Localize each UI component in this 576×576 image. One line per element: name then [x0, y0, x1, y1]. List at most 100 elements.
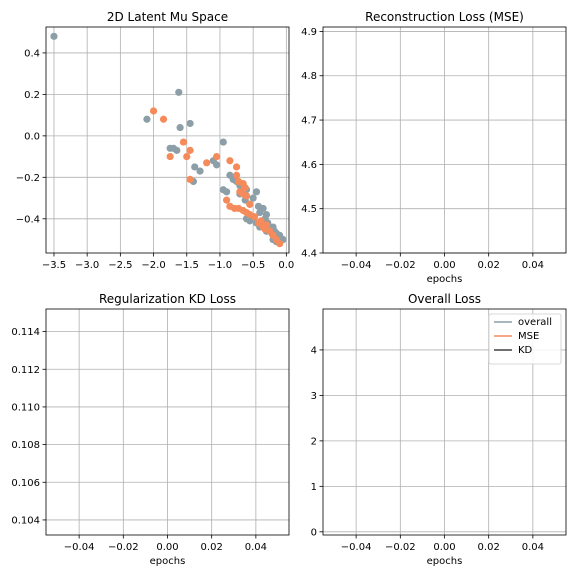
overall-loss-ticks: −0.04 −0.02 0.00 0.02 0.04 0 1 2 3 4 [311, 345, 544, 553]
overall-loss-legend-label: MSE [518, 331, 539, 342]
latent-scatter-point [232, 163, 241, 171]
overall-loss-ytick-label: 2 [311, 436, 317, 447]
latent-scatter-xtick-label: 0.0 [278, 260, 294, 271]
overall-loss-legend: overall MSE KD [488, 313, 562, 365]
latent-scatter-point [226, 157, 234, 165]
latent-scatter-point [222, 196, 231, 204]
latent-scatter-point [241, 184, 249, 192]
latent-scatter-point [257, 217, 265, 225]
reconstruction-loss-ytick-label: 4.7 [301, 116, 317, 127]
latent-scatter-ytick-label: 0.2 [24, 90, 40, 101]
latent-scatter-point [252, 188, 261, 196]
latent-scatter-point [246, 200, 254, 208]
latent-scatter-ytick-label: −0.2 [16, 173, 40, 184]
latent-scatter-point [222, 188, 231, 196]
kd-loss-xtick-label: 0.04 [245, 542, 267, 553]
reconstruction-loss-ticks: −0.04 −0.02 0.00 0.02 0.04 4.4 4.5 4.6 4.7 4.8 4.9 [301, 27, 544, 271]
latent-scatter-point [232, 171, 241, 179]
latent-scatter-point [256, 208, 264, 217]
latent-scatter-point [166, 152, 174, 161]
reconstruction-loss-ytick-label: 4.6 [301, 160, 317, 171]
overall-loss-legend-label: overall [518, 317, 552, 328]
latent-scatter-ytick-label: 0.4 [24, 48, 40, 59]
latent-scatter-point [276, 240, 284, 248]
kd-loss-xtick-label: −0.04 [64, 542, 95, 553]
latent-scatter-point [175, 88, 183, 96]
latent-scatter-point [173, 146, 181, 154]
latent-scatter-ytick-label: −0.4 [16, 214, 40, 225]
latent-scatter-point [213, 161, 221, 169]
overall-loss-legend-box [488, 313, 562, 365]
latent-scatter-point [166, 144, 174, 152]
latent-scatter-point [213, 152, 221, 161]
kd-loss-ytick-label: 0.108 [11, 440, 40, 451]
reconstruction-loss-xlabel: epochs [427, 274, 463, 285]
overall-loss-ytick-label: 1 [311, 482, 317, 493]
latent-scatter-xtick-label: −1.5 [175, 260, 199, 271]
reconstruction-loss-title: Reconstruction Loss (MSE) [365, 10, 524, 24]
latent-scatter-point [249, 194, 257, 202]
kd-loss-title: Regularization KD Loss [99, 292, 236, 306]
overall-loss-xlabel: epochs [427, 556, 463, 567]
latent-scatter-point [262, 221, 271, 229]
latent-scatter-point [176, 123, 184, 132]
kd-loss-xlabel: epochs [150, 556, 186, 567]
overall-loss-panel: −0.04 −0.02 0.00 0.02 0.04 0 1 2 3 4 Overall Loss… [311, 292, 567, 567]
latent-scatter-xtick-label: −2.5 [108, 260, 132, 271]
latent-scatter-point [191, 163, 199, 171]
latent-scatter-xtick-label: −0.5 [241, 260, 265, 271]
latent-scatter-points [50, 32, 287, 248]
reconstruction-loss-ytick-label: 4.8 [301, 71, 317, 82]
overall-loss-ytick-label: 4 [311, 345, 317, 356]
latent-scatter-point [246, 217, 254, 225]
kd-loss-ytick-label: 0.110 [11, 402, 40, 413]
kd-loss-ytick-label: 0.106 [11, 478, 40, 489]
latent-scatter-point [149, 107, 158, 115]
kd-loss-grid [46, 309, 289, 535]
overall-loss-xtick-label: 0.00 [433, 542, 455, 553]
overall-loss-xtick-label: −0.02 [385, 542, 416, 553]
reconstruction-loss-xtick-label: −0.04 [341, 260, 372, 271]
reconstruction-loss-xtick-label: 0.04 [522, 260, 544, 271]
reconstruction-loss-ytick-label: 4.9 [301, 27, 317, 38]
kd-loss-panel: −0.04 −0.02 0.00 0.02 0.04 0.104 0.106 0.108 0.1… [11, 292, 290, 567]
kd-loss-xtick-label: 0.00 [156, 542, 178, 553]
latent-scatter-point [183, 152, 191, 161]
latent-scatter-xtick-label: −2.0 [141, 260, 165, 271]
overall-loss-ytick-label: 3 [311, 391, 317, 402]
reconstruction-loss-xtick-label: 0.00 [433, 260, 455, 271]
latent-scatter-xtick-label: −3.5 [42, 260, 66, 271]
latent-scatter-grid [46, 27, 289, 253]
kd-loss-ytick-label: 0.114 [11, 327, 40, 338]
latent-scatter-frame [45, 26, 290, 254]
latent-scatter-point [254, 202, 263, 210]
overall-loss-xtick-label: 0.04 [522, 542, 544, 553]
reconstruction-loss-ytick-label: 4.4 [301, 249, 317, 260]
latent-scatter-xtick-label: −1.0 [208, 260, 232, 271]
latent-scatter-point [203, 159, 211, 167]
latent-scatter-xtick-label: −3.0 [75, 260, 99, 271]
overall-loss-legend-label: KD [518, 345, 533, 356]
latent-scatter-point [179, 138, 188, 146]
latent-scatter-ticks: −3.5 −3.0 −2.5 −2.0 −1.5 −1.0 −0.5 0.0 −0.4 −0.2 0… [16, 48, 295, 271]
kd-loss-xtick-label: 0.02 [201, 542, 223, 553]
latent-scatter-point [186, 146, 194, 154]
kd-loss-ytick-label: 0.104 [11, 515, 40, 526]
latent-scatter-ytick-label: 0.0 [24, 131, 40, 142]
latent-scatter-point [143, 115, 151, 123]
overall-loss-title: Overall Loss [408, 292, 481, 306]
latent-scatter-point [219, 138, 227, 146]
latent-scatter-panel: −3.5 −3.0 −2.5 −2.0 −1.5 −1.0 −0.5 0.0 −0.4 −0.2 0… [16, 10, 295, 271]
reconstruction-loss-panel: −0.04 −0.02 0.00 0.02 0.04 4.4 4.5 4.6 4.7 4.8 4.9… [301, 10, 567, 285]
kd-loss-xtick-label: −0.02 [108, 542, 139, 553]
kd-loss-ytick-label: 0.112 [11, 365, 40, 376]
latent-scatter-point [250, 213, 259, 221]
latent-scatter-point [196, 167, 204, 175]
kd-loss-ticks: −0.04 −0.02 0.00 0.02 0.04 0.104 0.106 0.108 0.1… [11, 327, 267, 553]
latent-scatter-point [186, 175, 194, 183]
latent-scatter-title: 2D Latent Mu Space [107, 10, 228, 24]
overall-loss-xtick-label: 0.02 [478, 542, 500, 553]
overall-loss-ytick-label: 0 [311, 527, 317, 538]
latent-scatter-point [159, 115, 168, 123]
